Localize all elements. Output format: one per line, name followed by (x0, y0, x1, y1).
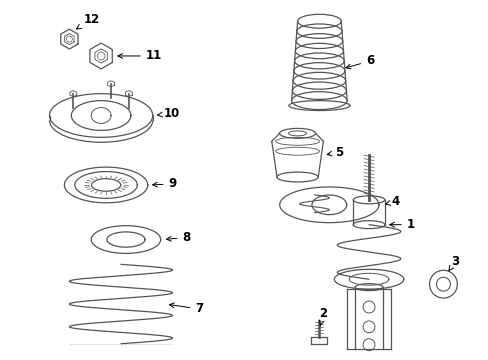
Text: 6: 6 (345, 54, 373, 69)
Text: 8: 8 (166, 231, 190, 244)
Text: 4: 4 (385, 195, 399, 208)
Text: 5: 5 (326, 146, 343, 159)
Text: 11: 11 (118, 49, 162, 63)
Text: 3: 3 (448, 255, 459, 271)
Text: 2: 2 (319, 307, 327, 326)
Text: 7: 7 (169, 302, 203, 315)
Text: 10: 10 (157, 107, 180, 120)
Text: 12: 12 (77, 13, 99, 29)
Text: 1: 1 (389, 218, 414, 231)
Text: 9: 9 (152, 177, 177, 190)
